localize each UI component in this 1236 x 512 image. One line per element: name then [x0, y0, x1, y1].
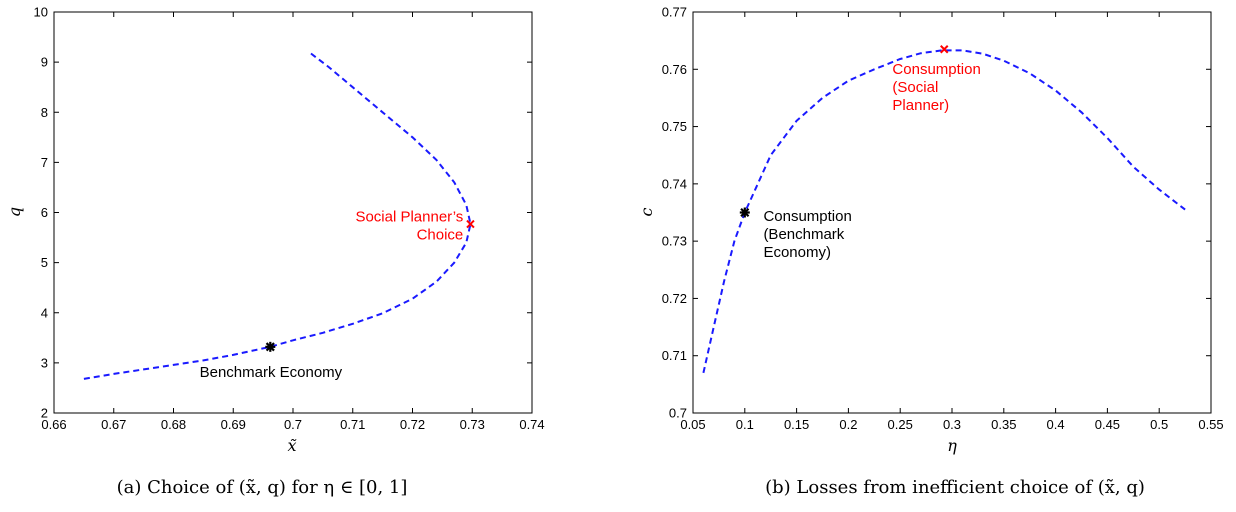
x-tick-label: 0.74: [519, 417, 544, 432]
star-marker-b: [739, 207, 750, 218]
x-tick-label: 0.2: [839, 417, 857, 432]
series-line-b: [702, 49, 1186, 374]
x-tick-label: 0.7: [284, 417, 302, 432]
annotation-label: Choice: [417, 227, 464, 244]
x-tick-label: 0.68: [161, 417, 186, 432]
annotation-label: (Social: [892, 79, 938, 96]
y-tick-label: 0.72: [662, 291, 687, 306]
x-tick-label: 0.05: [680, 417, 705, 432]
y-tick-label: 7: [41, 155, 48, 170]
caption-a: (a) Choice of (x̃, q) for η ∈ [0, 1]: [117, 477, 408, 498]
x-tick-label: 0.45: [1095, 417, 1120, 432]
star-marker-a: [265, 341, 276, 352]
y-tick-label: 6: [41, 205, 48, 220]
x-tick-label: 0.66: [41, 417, 66, 432]
x-stroke: [940, 45, 949, 54]
caption-b: (b) Losses from inefficient choice of (x…: [765, 477, 1145, 498]
star-stroke: [740, 207, 750, 218]
x-stroke: [466, 219, 475, 229]
x-tick-label: 0.69: [221, 417, 246, 432]
y-tick-label: 0.71: [662, 348, 687, 363]
x-tick-label: 0.15: [784, 417, 809, 432]
annotation-label: Benchmark Economy: [200, 364, 343, 381]
x-tick-label: 0.5: [1150, 417, 1168, 432]
y-tick-label: 0.75: [662, 119, 687, 134]
x-tick-label: 0.25: [888, 417, 913, 432]
y-tick-label: 0.76: [662, 62, 687, 77]
chart-panel-a: x̃ q (a) Choice of (x̃, q) for η ∈ [0, 1…: [5, 5, 545, 499]
y-tick-label: 0.7: [669, 406, 687, 421]
x-tick-label: 0.55: [1198, 417, 1223, 432]
y-tick-label: 9: [41, 55, 48, 70]
y-tick-label: 4: [41, 305, 48, 320]
y-tick-label: 10: [34, 5, 48, 20]
y-tick-label: 0.73: [662, 234, 687, 249]
x-axis-label-b: η: [947, 436, 957, 455]
x-tick-label: 0.4: [1047, 417, 1065, 432]
x-tick-label: 0.3: [943, 417, 961, 432]
chart-panel-b: η c (b) Losses from inefficient choice o…: [637, 5, 1224, 499]
x-marker-a: [466, 219, 475, 229]
y-tick-label: 2: [41, 406, 48, 421]
x-tick-label: 0.73: [460, 417, 485, 432]
x-marker-b: [940, 45, 949, 54]
y-tick-label: 5: [41, 255, 48, 270]
x-tick-label: 0.72: [400, 417, 425, 432]
y-axis-label-b: c: [637, 207, 656, 216]
annotation-label: Social Planner’s: [355, 209, 463, 226]
annotation-label: Consumption: [763, 208, 851, 225]
annotation-label: Economy): [763, 244, 831, 261]
y-tick-label: 3: [41, 355, 48, 370]
y-tick-label: 8: [41, 105, 48, 120]
y-tick-label: 0.74: [662, 176, 687, 191]
x-tick-label: 0.1: [736, 417, 754, 432]
y-tick-label: 0.77: [662, 5, 687, 20]
annotation-label: Planner): [892, 97, 949, 114]
annotation-label: Consumption: [892, 61, 980, 78]
star-stroke: [265, 342, 275, 352]
y-axis-label-a: q: [5, 207, 24, 217]
x-axis-label-a: x̃: [287, 436, 296, 455]
annotation-label: (Benchmark: [763, 226, 844, 243]
x-tick-label: 0.71: [340, 417, 365, 432]
x-tick-label: 0.67: [101, 417, 126, 432]
series-line-a: [83, 51, 472, 380]
x-tick-label: 0.35: [991, 417, 1016, 432]
